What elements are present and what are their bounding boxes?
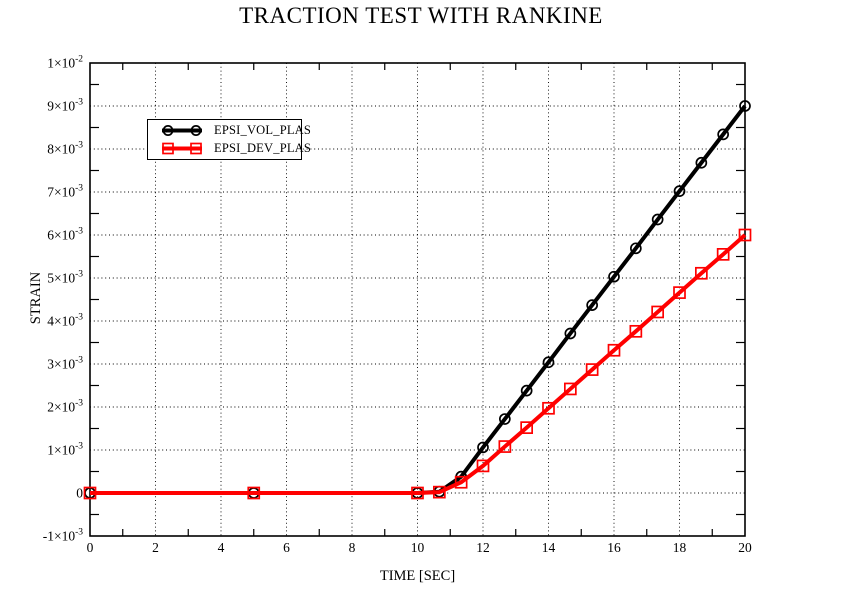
x-tick-label: 8 [349, 540, 356, 555]
data-point-marker [498, 440, 512, 453]
legend-label-epsi-dev-plas: EPSI_DEV_PLAS [214, 141, 312, 156]
data-point-marker [411, 486, 424, 500]
data-point-marker [564, 327, 577, 340]
data-point-marker [585, 363, 599, 376]
x-tick-label: 10 [411, 540, 425, 555]
y-tick-label: 8×10-3 [47, 141, 83, 157]
data-point-marker [651, 213, 664, 226]
plot-frame [89, 62, 746, 537]
data-point-marker [694, 266, 708, 280]
legend-item-epsi-vol-plas: EPSI_VOL_PLAS [159, 122, 311, 139]
legend-item-epsi-dev-plas: EPSI_DEV_PLAS [159, 140, 311, 157]
data-point-marker [608, 270, 620, 283]
y-tick-label: 0 [76, 486, 83, 501]
line-square-marker-icon [162, 142, 202, 155]
data-point-marker [586, 299, 599, 311]
data-point-marker [716, 248, 730, 261]
series-line-epsi_dev_plas [90, 233, 747, 495]
x-axis-title: TIME [SEC] [380, 568, 455, 584]
y-axis-title: STRAIN [28, 271, 44, 324]
data-point-marker [673, 185, 686, 197]
data-point-marker [542, 401, 555, 415]
x-tick-label: 0 [87, 540, 94, 555]
data-point-marker [247, 486, 261, 500]
data-point-marker [520, 384, 533, 397]
data-point-marker [607, 343, 621, 357]
data-point-marker [739, 100, 751, 112]
x-tick-label: 16 [607, 540, 621, 555]
data-point-marker [83, 486, 97, 500]
data-point-marker [651, 305, 665, 319]
data-point-marker [454, 475, 468, 489]
y-tick-label: 7×10-3 [47, 184, 83, 200]
x-tick-label: 2 [152, 540, 159, 555]
data-point-marker [629, 324, 643, 338]
x-tick-label: 20 [738, 540, 752, 555]
data-point-marker [477, 441, 489, 454]
data-point-marker [563, 382, 577, 396]
data-point-marker [695, 156, 708, 169]
data-point-marker [629, 242, 642, 255]
y-tick-label: 2×10-3 [47, 399, 83, 415]
y-tick-label: 4×10-3 [47, 313, 83, 329]
data-point-marker [673, 286, 686, 299]
data-point-marker [520, 421, 534, 434]
x-tick-label: 6 [283, 540, 290, 555]
y-tick-label: 5×10-3 [47, 270, 83, 286]
data-point-marker [432, 485, 446, 499]
y-tick-label: 9×10-3 [47, 98, 83, 114]
data-point-marker [717, 128, 730, 141]
y-tick-label: 3×10-3 [47, 356, 83, 372]
y-tick-label: 1×10-2 [47, 55, 83, 71]
x-tick-label: 12 [476, 540, 490, 555]
y-tick-label: 1×10-3 [47, 442, 83, 458]
chart-title: TRACTION TEST WITH RANKINE [239, 3, 603, 28]
line-circle-marker-icon [162, 124, 202, 136]
y-tick-label: 6×10-3 [47, 227, 83, 243]
data-point-marker [476, 459, 490, 473]
data-point-marker [498, 413, 511, 425]
x-tick-label: 4 [218, 540, 225, 555]
y-tick-label: -1×10-3 [43, 528, 84, 544]
x-tick-label: 18 [673, 540, 687, 555]
x-tick-label: 14 [542, 540, 556, 555]
data-point-marker [738, 228, 752, 242]
data-point-marker [542, 356, 555, 369]
legend-box: EPSI_VOL_PLAS EPSI_DEV_PLAS [147, 119, 311, 160]
legend-label-epsi-vol-plas: EPSI_VOL_PLAS [214, 122, 312, 137]
